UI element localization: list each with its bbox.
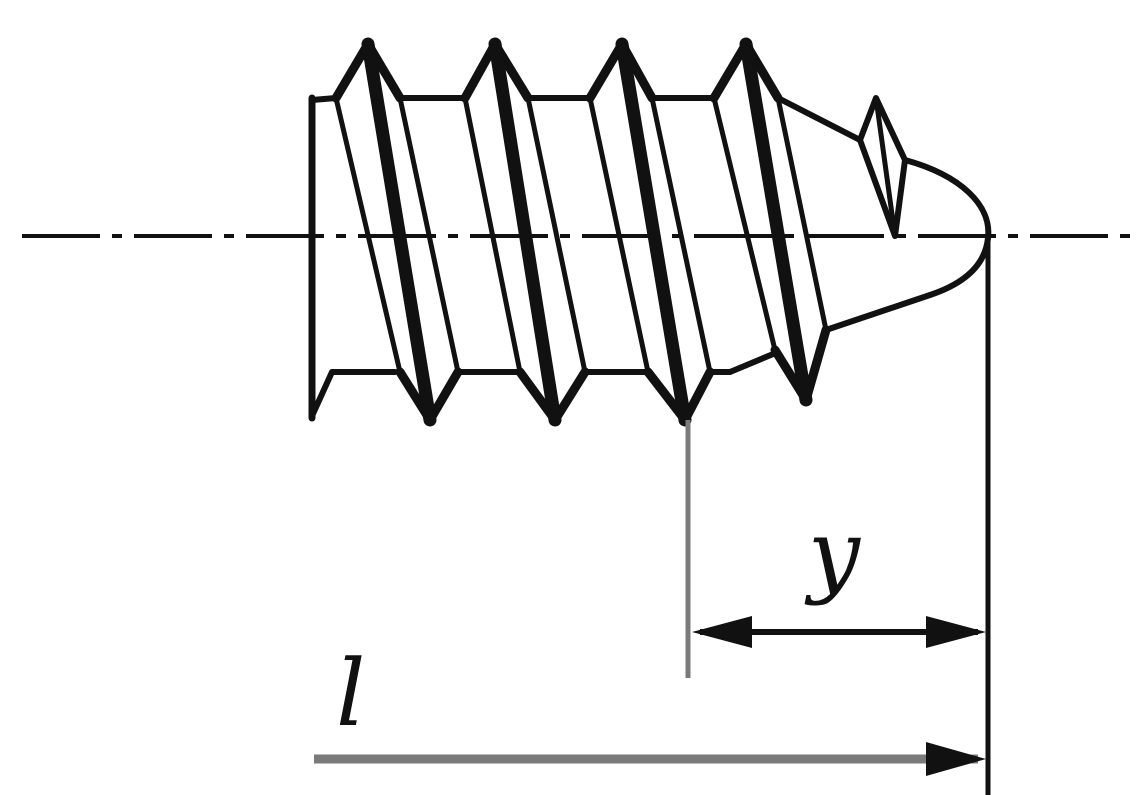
dimension-l-label: l: [336, 640, 365, 747]
dimension-y: y: [692, 500, 986, 648]
thread-helix-4: [739, 37, 813, 407]
dimension-l: l: [314, 640, 986, 776]
thread-flank-lines: [333, 95, 829, 375]
screw-tip-rounded-nose: [902, 157, 992, 298]
dimension-l-arrow-right: [926, 742, 986, 776]
screw-left-chamfer-bottom: [309, 369, 398, 419]
dimension-y-label: y: [804, 500, 861, 607]
dimension-y-arrow-right: [926, 616, 986, 648]
dimension-y-arrow-left: [692, 616, 752, 648]
screw-tip-small-thread: [857, 95, 908, 239]
screw-tip-small-thread-inner: [873, 95, 898, 239]
thread-helix-1: [361, 37, 437, 427]
thread-helix-3: [615, 37, 692, 427]
screw-tip-top-edge: [775, 95, 863, 143]
thread-helix-2: [488, 37, 562, 427]
screw-body: [308, 37, 992, 427]
screw-tip-bottom-edge: [727, 292, 933, 375]
